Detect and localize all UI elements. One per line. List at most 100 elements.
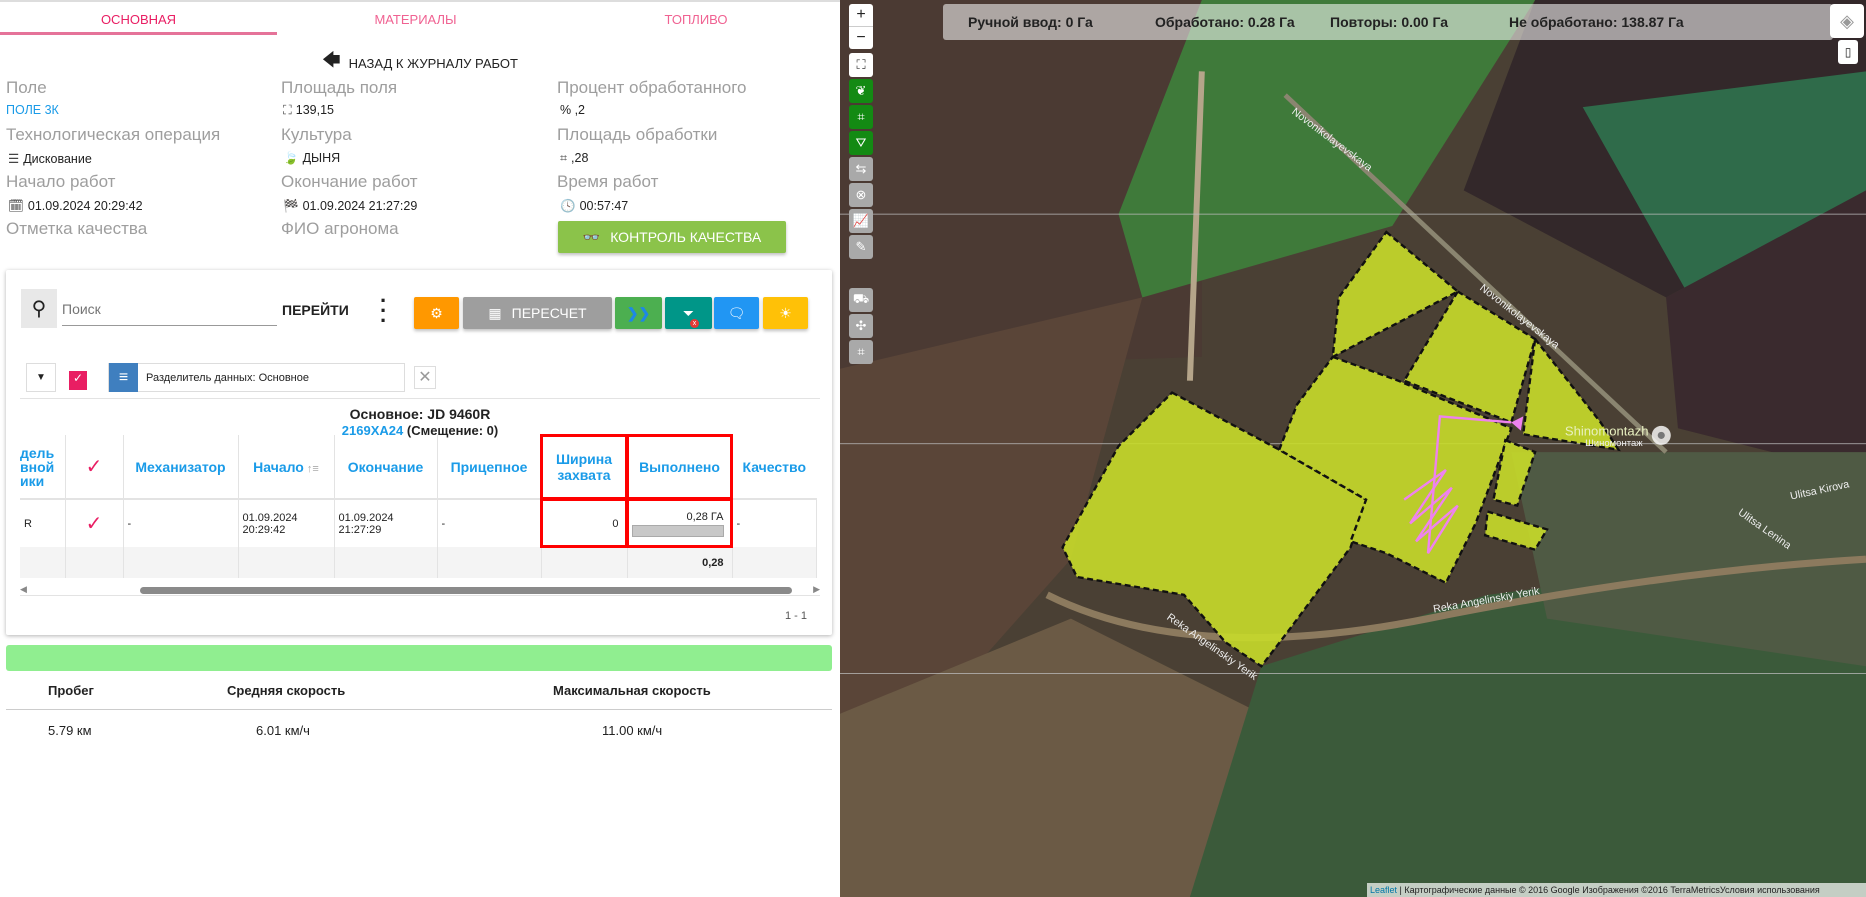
divider-chip-label: Разделитель данных: Основное [146, 371, 309, 384]
start-label: Начало работ [6, 172, 116, 191]
vehicle-button[interactable]: ⛟ [849, 288, 873, 312]
remove-divider-button[interactable]: ✕ [414, 366, 436, 389]
more-menu-icon[interactable]: · · · [380, 288, 388, 333]
expand-button[interactable]: ✣ [849, 314, 873, 338]
cell-end: 01.09.2024 21:27:29 [334, 499, 438, 547]
work-field-polygon[interactable] [1492, 438, 1537, 508]
road [1283, 93, 1668, 454]
back-to-journal-link[interactable]: 🡄 НАЗАД К ЖУРНАЛУ РАБОТ [322, 48, 518, 78]
area-value: 139,15 [295, 103, 334, 117]
column-header-trailer[interactable]: Прицепное [437, 435, 542, 500]
column-header-vehicle-model[interactable]: дель вной ики [20, 435, 66, 500]
table-row[interactable]: R ✓ - 01.09.2024 20:29:42 01.09.2024 21:27… [20, 498, 817, 548]
draw-button[interactable]: ✎ [849, 235, 873, 259]
green-field [1118, 0, 1536, 298]
village [1511, 452, 1866, 667]
start-value: 01.09.2024 20:29:42 [27, 199, 143, 213]
clear-button[interactable]: ⊗ [849, 183, 873, 207]
field-grid-button[interactable]: ⌗ [849, 340, 873, 364]
road-layer-button[interactable]: ⛛ [849, 131, 873, 155]
leaflet-link[interactable]: Leaflet [1370, 885, 1398, 895]
satellite-map[interactable]: Novonikolayevskaya Novonikolayevskaya Sh… [840, 0, 1866, 897]
cell-quality: - [732, 499, 817, 547]
river [1045, 555, 1866, 642]
column-header-end[interactable]: Окончание [334, 435, 438, 500]
tab-main[interactable]: ОСНОВНАЯ [0, 2, 277, 35]
offset-label: (Смещение: 0) [406, 423, 499, 438]
end-date: 01.09.2024 [338, 511, 394, 524]
select-all-checkbox[interactable]: ✓ [69, 371, 87, 390]
tab-materials[interactable]: МАТЕРИАЛЫ [374, 12, 457, 27]
vehicle-plate-link[interactable]: 2169ХА24 [341, 423, 404, 438]
field-grid-icon: ⌗ [857, 344, 865, 359]
column-header-check[interactable]: ✓ [65, 435, 124, 500]
poi-label: Shinomontazh [1565, 423, 1649, 438]
work-field-polygon[interactable] [1483, 509, 1549, 552]
scroll-left-icon[interactable]: ◀ [20, 584, 27, 594]
crop-layer-button[interactable]: ❦ [849, 79, 873, 103]
close-circle-icon: ⊗ [855, 187, 867, 202]
page-icon: ▯ [1844, 45, 1852, 59]
comments-button[interactable]: 🗨 [714, 297, 759, 329]
pagination-info: 1 - 1 [785, 610, 808, 622]
processed-area-icon: ⌗ [560, 151, 568, 165]
go-button[interactable]: ПЕРЕЙТИ [282, 302, 349, 318]
column-header-start[interactable]: Начало ↑≡ [238, 435, 335, 500]
data-divider-chip[interactable]: ≡ Разделитель данных: Основное [108, 363, 405, 392]
clear-filter-button[interactable]: ⏷ x [665, 297, 712, 329]
zoom-out-button[interactable]: − [856, 29, 866, 46]
done-value: 0,28 ГА [686, 510, 724, 523]
work-records-card: ⚲ ПЕРЕЙТИ ··· ⚙ ▦ПЕРЕСЧЕТ ❯❯ ⏷x 🗨 ☀ ▼ ✓ … [6, 270, 832, 635]
end-value: 01.09.2024 21:27:29 [302, 199, 418, 213]
map-summary-bar: Ручной ввод: 0 Га Обработано: 0.28 Га По… [943, 4, 1833, 40]
binoculars-icon: 👓 [582, 228, 601, 245]
stats-divider [6, 709, 832, 710]
chart-button[interactable]: 📈 [849, 209, 873, 233]
percent-value: % ,2 [560, 103, 586, 117]
search-input[interactable] [62, 292, 277, 326]
direction-arrow-icon [1511, 416, 1524, 431]
recalculate-label: ПЕРЕСЧЕТ [511, 305, 587, 321]
scrollbar-thumb[interactable] [140, 587, 792, 594]
map-attribution: Leaflet | Картографические данные © 2016… [1367, 883, 1866, 897]
area-icon: ⛶ [283, 103, 292, 117]
search-icon[interactable]: ⚲ [21, 289, 57, 328]
manual-entry-stat: Ручной ввод: 0 Га [968, 14, 1093, 30]
work-field-polygon[interactable] [1402, 289, 1537, 424]
scroll-right-icon[interactable]: ▶ [813, 584, 820, 594]
calendar-icon: 🗓 [8, 199, 24, 213]
work-field-polygon[interactable] [1521, 336, 1621, 452]
tab-fuel[interactable]: ТОПЛИВО [664, 12, 728, 27]
horizontal-scrollbar[interactable]: ◀ ▶ [20, 584, 820, 596]
column-header-quality[interactable]: Качество [732, 435, 816, 500]
quality-control-button[interactable]: 👓 КОНТРОЛЬ КАЧЕСТВА [558, 221, 786, 253]
zoom-in-button[interactable]: + [849, 4, 873, 27]
layers-button[interactable]: ◈ [1830, 4, 1864, 38]
stats-header-avg-speed: Средняя скорость [227, 683, 346, 698]
dropdown-toggle[interactable]: ▼ [26, 363, 56, 392]
end-time: 21:27:29 [338, 523, 382, 536]
swap-button[interactable]: ⇆ [849, 157, 873, 181]
settings-button[interactable]: ⚙ [414, 297, 459, 329]
zoom-control: + − [849, 4, 873, 49]
cell-width: 0 [540, 498, 628, 548]
row-check-icon[interactable]: ✓ [65, 499, 124, 547]
recalculate-button[interactable]: ▦ ПЕРЕСЧЕТ [463, 297, 612, 329]
processed-area-value: ,28 [571, 151, 589, 165]
print-button[interactable]: ▯ [1838, 40, 1858, 64]
column-header-done[interactable]: Выполнено [626, 434, 733, 500]
theme-button[interactable]: ☀ [763, 297, 808, 329]
forward-button[interactable]: ❯❯ [615, 297, 662, 329]
work-field-polygon[interactable] [1331, 230, 1460, 359]
fields-layer-button[interactable]: ⌗ [849, 105, 873, 129]
arrow-left-icon: 🡄 [322, 50, 341, 70]
cell-trailer: - [437, 499, 542, 547]
column-header-width[interactable]: Ширина захвата [540, 434, 628, 500]
work-field-polygon[interactable] [1277, 355, 1513, 585]
cell-start: 01.09.2024 20:29:42 [238, 499, 335, 547]
sort-asc-icon[interactable]: ↑≡ [303, 462, 319, 475]
field-link[interactable]: ПОЛЕ 3К [6, 103, 59, 117]
fullscreen-button[interactable]: ⛶ [849, 53, 873, 77]
map[interactable]: Novonikolayevskaya Novonikolayevskaya Sh… [840, 0, 1866, 897]
column-header-mechanic[interactable]: Механизатор [123, 435, 239, 500]
